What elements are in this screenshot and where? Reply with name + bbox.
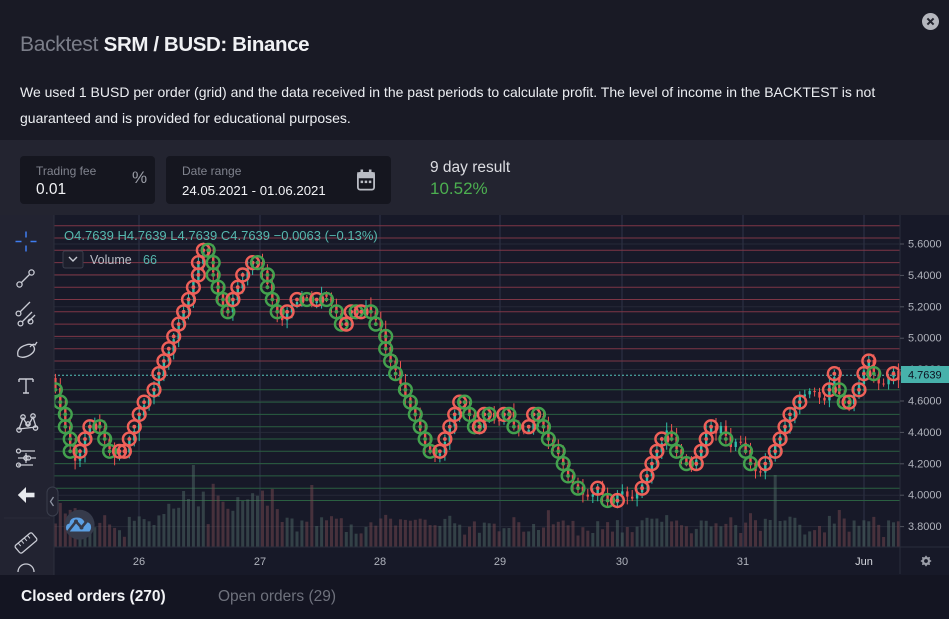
svg-text:28: 28 (374, 556, 386, 568)
svg-text:27: 27 (254, 556, 266, 568)
svg-text:31: 31 (737, 556, 749, 568)
svg-text:29: 29 (494, 556, 506, 568)
svg-text:5.4000: 5.4000 (908, 270, 942, 282)
svg-text:4.4000: 4.4000 (908, 427, 942, 439)
svg-text:66: 66 (143, 253, 157, 267)
svg-text:3.8000: 3.8000 (908, 521, 942, 533)
svg-text:Volume: Volume (90, 253, 132, 267)
svg-text:5.0000: 5.0000 (908, 333, 942, 345)
svg-text:O4.7639 H4.7639 L4.7639 C4.: O4.7639 H4.7639 L4.7639 C4.7639 −0.0063 … (64, 228, 378, 243)
svg-text:4.6000: 4.6000 (908, 396, 942, 408)
svg-text:4.2000: 4.2000 (908, 458, 942, 470)
svg-text:4.7639: 4.7639 (908, 370, 942, 382)
svg-text:5.6000: 5.6000 (908, 239, 942, 251)
svg-text:30: 30 (616, 556, 628, 568)
svg-text:5.2000: 5.2000 (908, 301, 942, 313)
svg-text:26: 26 (133, 556, 145, 568)
svg-text:Jun: Jun (855, 556, 873, 568)
svg-text:4.0000: 4.0000 (908, 490, 942, 502)
